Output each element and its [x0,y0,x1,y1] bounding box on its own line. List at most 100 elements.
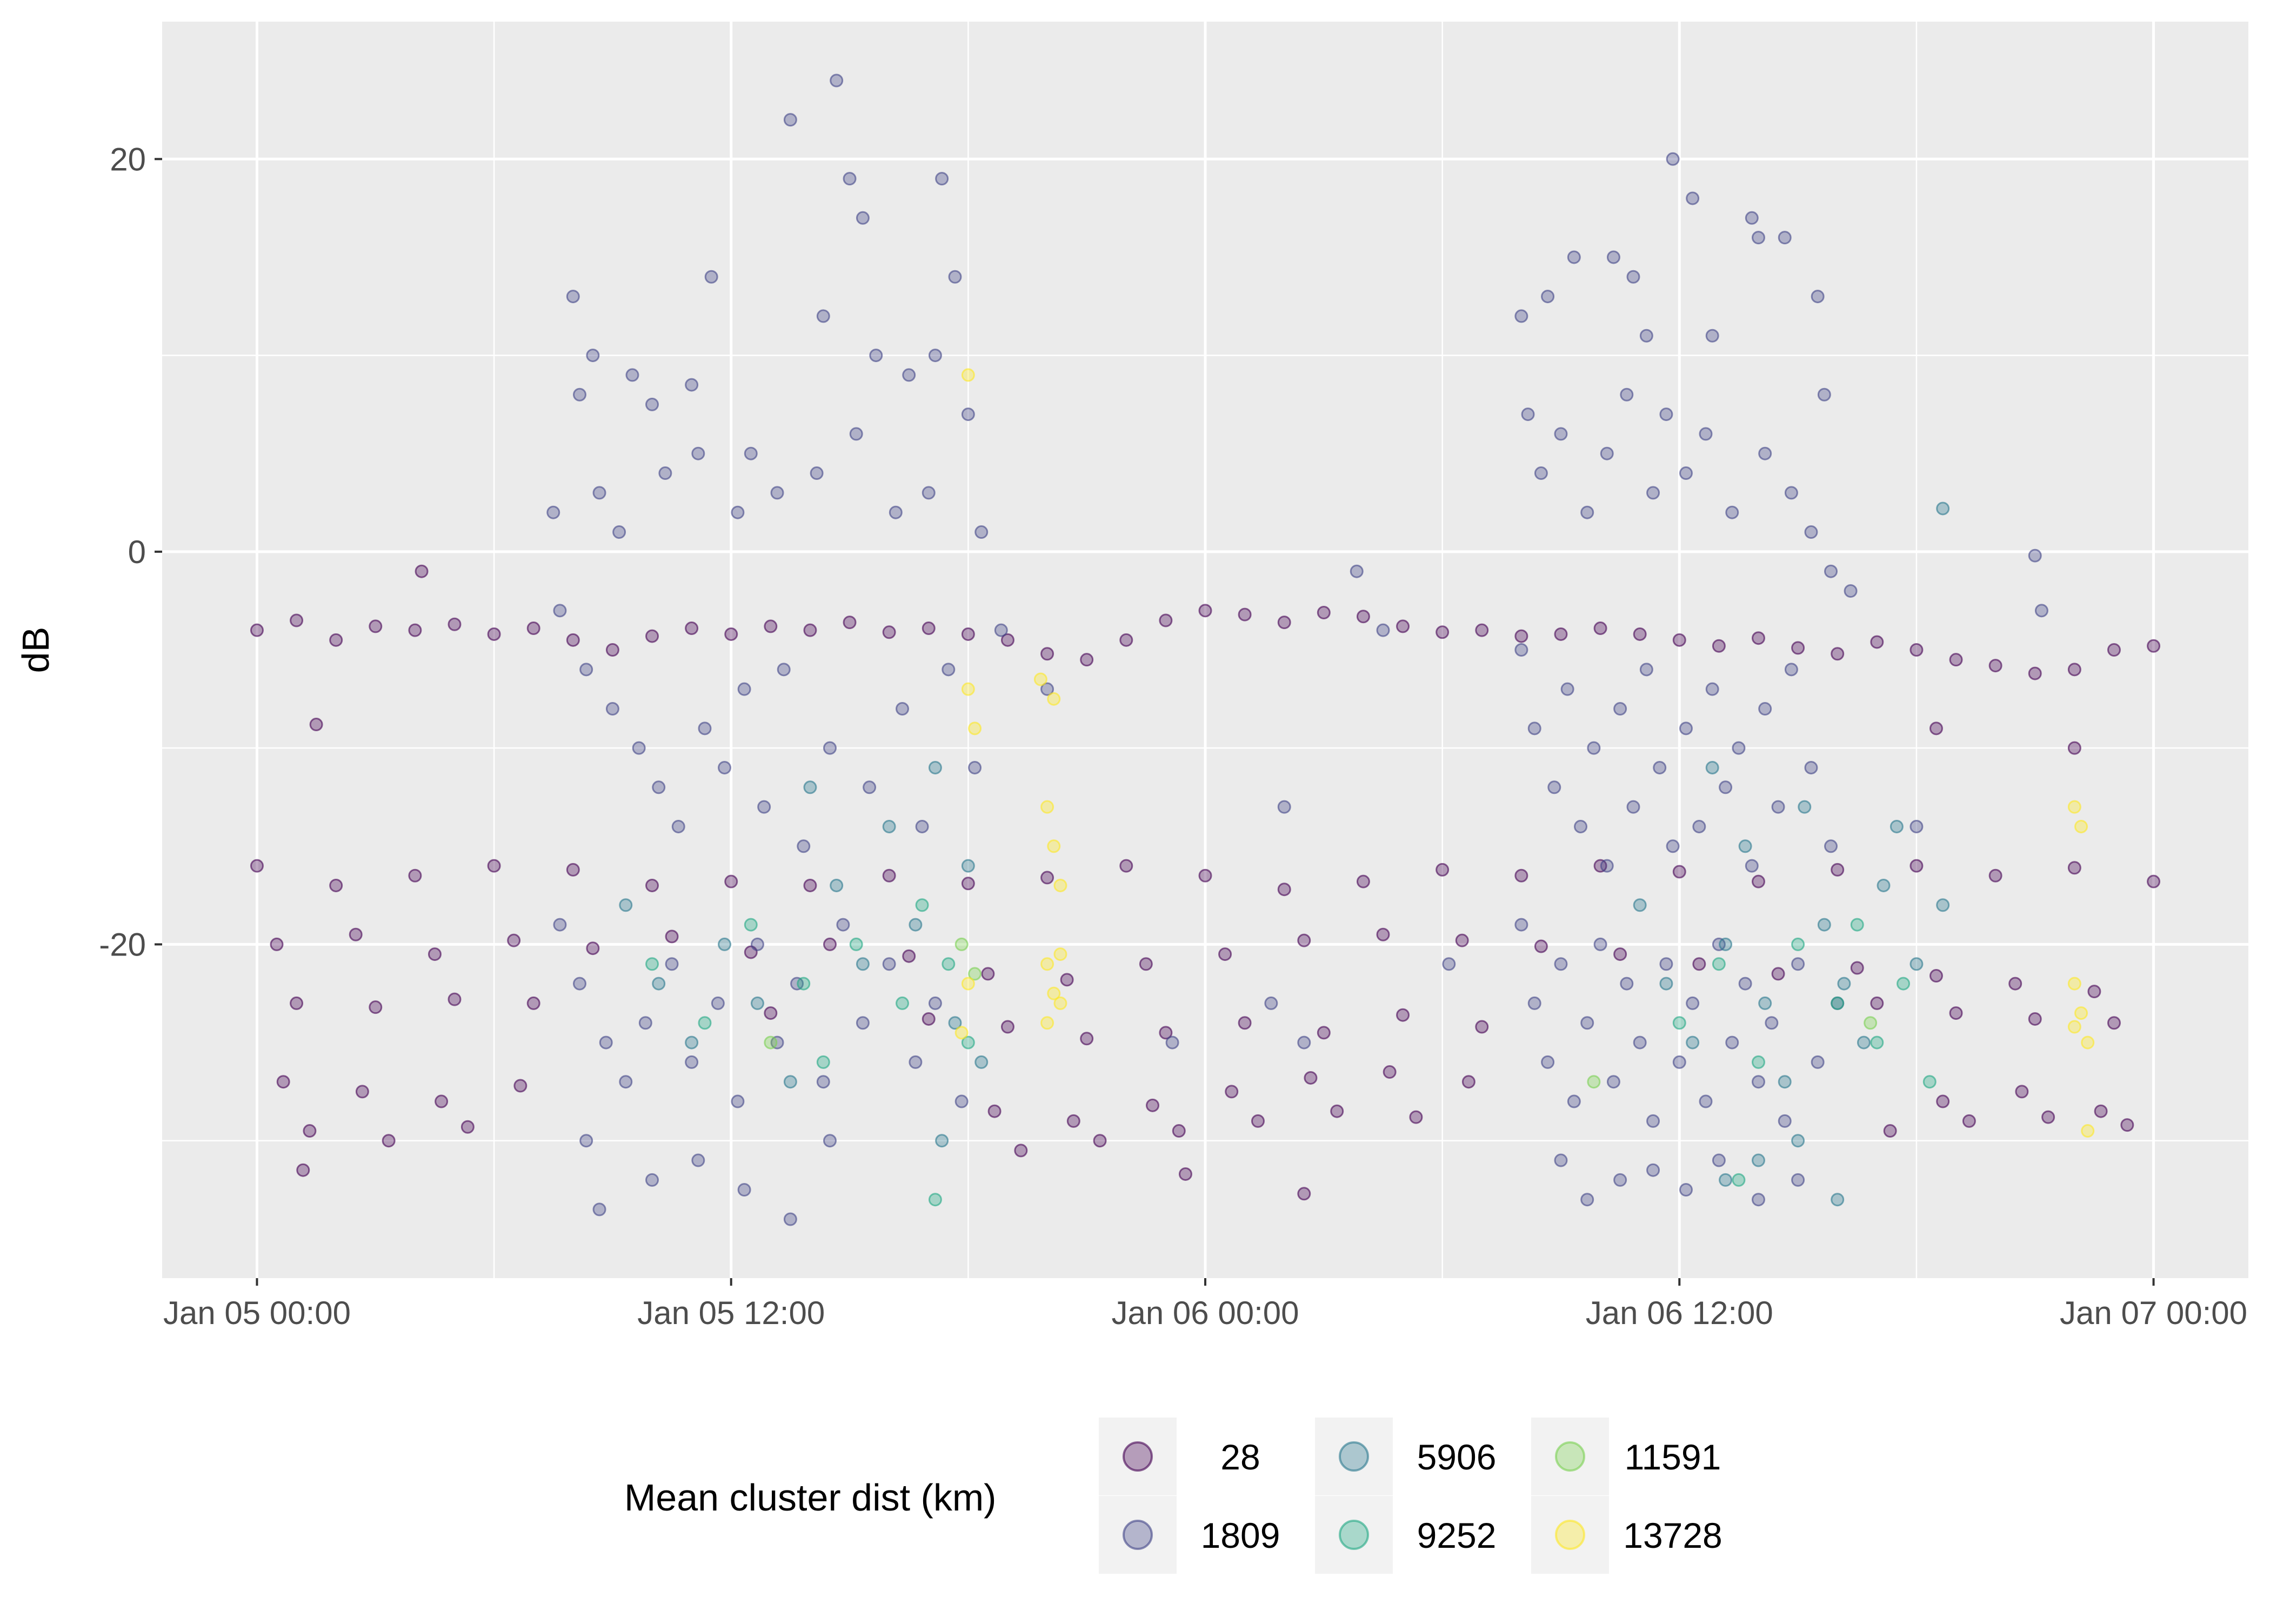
data-point-28 [2147,639,2161,653]
data-point-1809 [1705,682,1719,696]
data-point-1809 [1626,800,1640,814]
data-point-1809 [592,1202,606,1217]
data-point-1809 [830,73,844,88]
x-axis: Jan 05 00:00 Jan 05 12:00 Jan 06 00:00 Jan … [163,1278,2247,1331]
data-point-1809 [856,211,870,225]
data-point-28 [1949,653,1963,667]
data-point-9252 [1751,1055,1765,1069]
data-point-5906 [685,1035,699,1050]
data-point-28 [448,992,462,1006]
data-point-1809 [1560,682,1574,696]
data-point-1809 [1514,309,1528,323]
data-point-1809 [1620,977,1634,991]
x-tick-label: Jan 06 12:00 [1586,1295,1773,1331]
data-point-1809 [1567,250,1581,264]
data-point-28 [882,625,896,639]
data-point-28 [270,937,284,951]
data-point-1809 [1646,1163,1660,1177]
data-point-13728 [1047,692,1061,706]
data-point-1809 [1751,1075,1765,1089]
data-point-1809 [1686,996,1700,1010]
data-point-13728 [1053,996,1067,1010]
data-point-1809 [731,1094,745,1108]
data-point-28 [1317,605,1331,619]
data-point-1809 [902,368,916,382]
data-point-28 [1277,616,1291,630]
data-point-1809 [1804,525,1818,539]
data-point-28 [1534,939,1548,953]
legend-key-bg [1099,1496,1177,1574]
data-point-1809 [1791,1173,1805,1187]
data-point-1809 [1751,1193,1765,1207]
data-point-1809 [1646,486,1660,500]
y-tick-label: -20 [99,926,146,963]
data-point-28 [1475,623,1489,637]
data-point-1809 [737,682,751,696]
data-point-1809 [612,525,626,539]
data-point-28 [435,1094,449,1108]
data-point-1809 [619,1075,633,1089]
data-point-1809 [1277,800,1291,814]
data-point-1809 [994,623,1008,637]
legend-label: 13728 [1623,1515,1722,1555]
data-point-1809 [816,1075,830,1089]
data-point-28 [961,627,975,641]
data-point-1809 [1534,466,1548,480]
data-point-28 [369,619,383,633]
data-point-1809 [1541,1055,1555,1069]
data-point-5906 [783,1075,797,1089]
data-point-28 [1330,1104,1344,1118]
data-point-28 [586,941,600,955]
data-point-28 [764,619,778,633]
legend-title: Mean cluster dist (km) [624,1476,996,1519]
data-point-13728 [961,977,975,991]
data-point-1809 [1745,211,1759,225]
data-point-5906 [830,878,844,892]
data-point-1809 [1165,1035,1179,1050]
data-point-28 [1436,863,1450,877]
data-point-5906 [1936,898,1950,912]
data-point-9252 [816,1055,830,1069]
data-point-1809 [1574,819,1588,833]
data-point-13728 [968,721,982,736]
data-points [250,73,2161,1226]
data-point-13728 [1033,672,1047,686]
data-point-9252 [1732,1173,1746,1187]
data-point-28 [2120,1118,2134,1132]
data-point-28 [1461,1075,1476,1089]
data-point-28 [290,996,304,1010]
data-point-13728 [1040,800,1054,814]
data-point-28 [685,621,699,636]
data-point-1809 [1514,643,1528,657]
data-point-28 [645,629,659,643]
data-point-28 [526,621,540,636]
data-point-1809 [698,721,712,736]
data-point-1809 [546,505,560,519]
data-point-1809 [961,407,975,422]
data-point-1809 [1699,427,1713,441]
data-point-5906 [882,819,896,833]
data-point-28 [1455,933,1469,947]
data-point-28 [2041,1110,2055,1124]
data-point-13728 [2081,1124,2095,1138]
data-point-28 [2107,643,2121,657]
data-point-1809 [1705,329,1719,343]
data-point-28 [1146,1098,1160,1112]
data-point-28 [309,718,323,732]
data-point-5906 [652,977,666,991]
data-point-9252 [915,898,929,912]
data-point-1809 [691,446,705,460]
data-point-1809 [711,996,725,1010]
data-point-1809 [1264,996,1278,1010]
data-point-1809 [1817,387,1831,402]
data-point-9252 [797,977,811,991]
data-point-28 [1000,633,1014,647]
data-point-5906 [1837,977,1851,991]
data-point-1809 [777,663,791,677]
data-point-28 [1910,859,1924,873]
data-point-11591 [1587,1075,1601,1089]
data-point-1809 [1738,977,1752,991]
legend-swatch [1339,1441,1369,1472]
data-point-5906 [1758,996,1772,1010]
data-point-28 [1850,961,1864,975]
